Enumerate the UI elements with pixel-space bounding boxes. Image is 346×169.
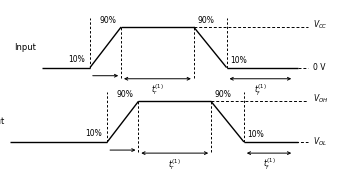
Text: 10%: 10% — [85, 129, 102, 138]
Text: $V_{CC}$: $V_{CC}$ — [313, 18, 328, 31]
Text: 10%: 10% — [68, 55, 85, 64]
Text: Output: Output — [0, 117, 5, 126]
Text: $t_f^{(1)}$: $t_f^{(1)}$ — [254, 82, 267, 98]
Text: 90%: 90% — [215, 90, 231, 99]
Text: 0 V: 0 V — [313, 63, 326, 72]
Text: 10%: 10% — [230, 56, 247, 65]
Text: 90%: 90% — [99, 16, 116, 25]
Text: $V_{OL}$: $V_{OL}$ — [313, 136, 327, 148]
Text: $t_r^{(1)}$: $t_r^{(1)}$ — [151, 82, 164, 97]
Text: Input: Input — [15, 43, 36, 52]
Text: 90%: 90% — [197, 16, 214, 25]
Text: $t_r^{(1)}$: $t_r^{(1)}$ — [169, 157, 181, 169]
Text: 10%: 10% — [247, 130, 264, 139]
Text: $V_{OH}$: $V_{OH}$ — [313, 93, 328, 105]
Text: 90%: 90% — [116, 90, 133, 99]
Text: $t_f^{(1)}$: $t_f^{(1)}$ — [263, 157, 275, 169]
